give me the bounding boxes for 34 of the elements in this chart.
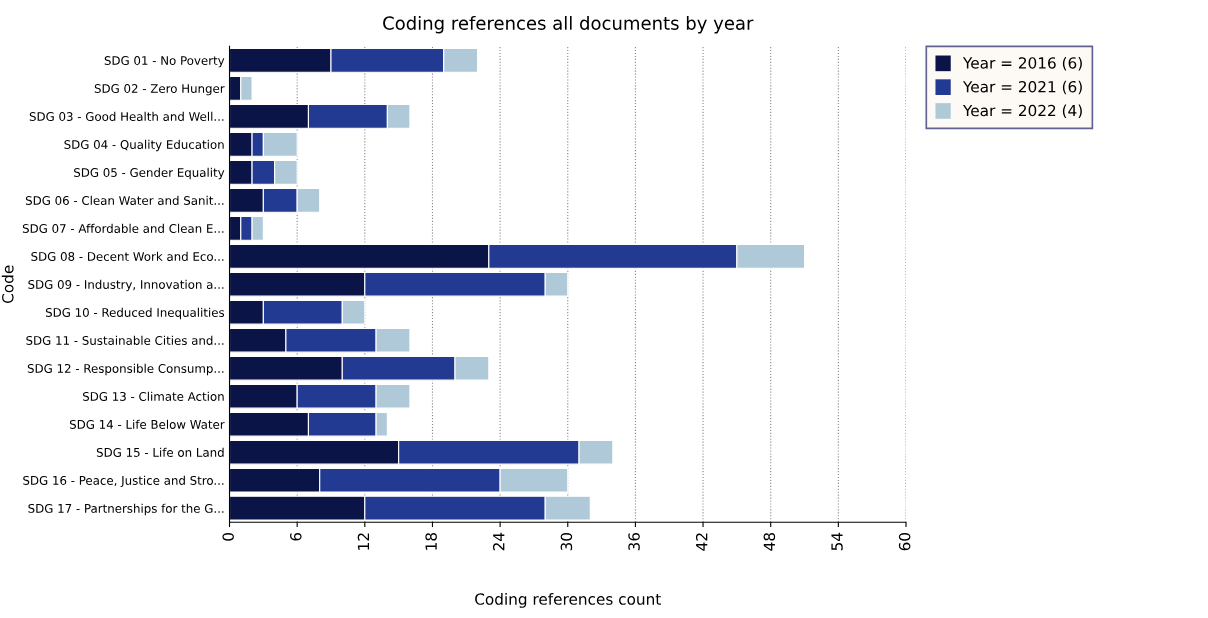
- y-tick-label: SDG 02 - Zero Hunger: [94, 84, 225, 96]
- x-axis-title: Coding references count: [475, 593, 661, 608]
- y-tick-label: SDG 10 - Reduced Inequalities: [45, 307, 225, 320]
- y-tick-label: SDG 01 - No Poverty: [104, 56, 225, 68]
- x-tick-label: 54: [831, 532, 843, 551]
- legend-label: Year = 2021 (6): [962, 80, 1082, 95]
- x-tick-label: 12: [357, 533, 370, 550]
- y-tick-label: SDG 17 - Partnerships for the G...: [28, 503, 224, 516]
- y-tick-label: SDG 08 - Decent Work and Eco...: [31, 251, 224, 261]
- y-tick-label: SDG 06 - Clean Water and Sanit...: [25, 195, 224, 205]
- y-tick-label: SDG 16 - Peace, Justice and Stro...: [23, 475, 224, 488]
- x-tick-label: 0: [222, 532, 234, 541]
- x-tick-label: 36: [628, 532, 640, 551]
- x-tick-label: 18: [425, 532, 437, 550]
- y-tick-label: SDG 05 - Gender Equality: [74, 167, 225, 180]
- legend-label: Year = 2022 (4): [962, 104, 1082, 119]
- y-tick-label: SDG 15 - Life on Land: [96, 447, 224, 457]
- x-tick-label: 42: [695, 533, 708, 551]
- y-tick-label: SDG 11 - Sustainable Cities and...: [26, 335, 224, 345]
- chart-title: Coding references all documents by year: [383, 15, 754, 34]
- y-tick-label: SDG 12 - Responsible Consump...: [27, 363, 224, 376]
- y-tick-label: SDG 13 - Climate Action: [83, 391, 224, 401]
- y-axis-title: Code: [1, 265, 14, 303]
- x-tick-label: 24: [492, 532, 505, 551]
- x-tick-label: 48: [763, 532, 776, 551]
- y-tick-label: SDG 09 - Industry, Innovation a...: [28, 279, 224, 292]
- y-tick-label: SDG 03 - Good Health and Well...: [29, 111, 224, 121]
- x-tick-label: 30: [560, 532, 573, 551]
- y-tick-label: SDG 14 - Life Below Water: [69, 419, 225, 429]
- x-tick-label: 60: [898, 532, 911, 551]
- legend-label: Year = 2016 (6): [962, 56, 1082, 71]
- x-tick-label: 6: [290, 532, 302, 541]
- y-tick-label: SDG 07 - Affordable and Clean E...: [22, 223, 224, 233]
- y-tick-label: SDG 04 - Quality Education: [64, 139, 224, 152]
